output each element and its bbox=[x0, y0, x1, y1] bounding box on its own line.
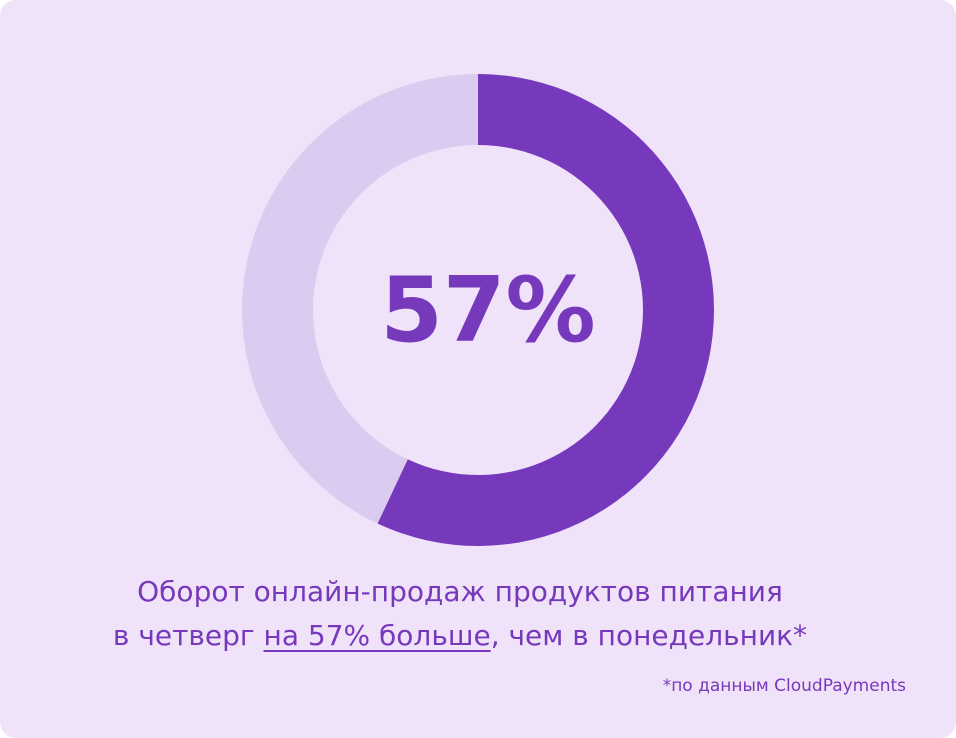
caption: Оборот онлайн-продаж продуктов питания в… bbox=[0, 570, 920, 658]
donut-segment bbox=[377, 74, 714, 546]
center-label: 57% bbox=[380, 258, 595, 363]
donut-segment bbox=[241, 74, 478, 524]
caption-text: в четверг bbox=[112, 619, 255, 652]
caption-line: Оборот онлайн-продаж продуктов питания bbox=[137, 575, 783, 608]
caption-highlight: на 57% больше bbox=[263, 619, 491, 652]
footnote: *по данным CloudPayments bbox=[662, 676, 906, 696]
caption-text: , чем в понедельник* bbox=[490, 619, 808, 652]
caption-line: в четверг на 57% больше, чем в понедельн… bbox=[0, 614, 920, 658]
